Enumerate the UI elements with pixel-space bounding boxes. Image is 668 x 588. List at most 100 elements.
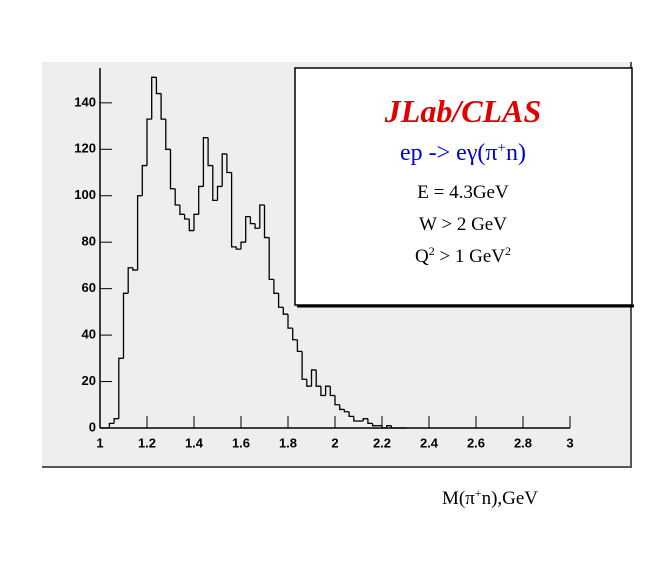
histogram-bin (188, 218, 194, 232)
histogram-bin (216, 185, 223, 201)
histogram-bin (198, 185, 204, 215)
histogram-bin (207, 137, 213, 167)
histogram-bin (381, 425, 387, 429)
legend-line: W > 2 GeV (419, 214, 507, 235)
text-part: M(π (442, 488, 475, 509)
histogram-bin (202, 137, 209, 187)
histogram-bin (165, 119, 171, 150)
x-tick-label: 2.6 (467, 435, 485, 450)
histogram-bin (127, 267, 133, 294)
histogram-bin (343, 409, 350, 413)
x-tick-label: 1.2 (138, 435, 156, 450)
histogram-bin (353, 416, 359, 422)
histogram-bin (254, 223, 260, 229)
histogram-bin (113, 418, 119, 424)
text-part: W > 2 GeV (419, 214, 507, 235)
x-tick-label: 1.4 (185, 435, 204, 450)
superscript: + (498, 140, 506, 156)
histogram-bin (268, 237, 274, 281)
x-tick-label: 2 (331, 435, 338, 450)
x-tick-label: 2.8 (514, 435, 532, 450)
x-tick-label: 2.4 (420, 435, 439, 450)
text-part: > 1 GeV (435, 246, 506, 267)
x-axis-label: M(π+n),GeV (442, 486, 538, 509)
histogram-bin (287, 314, 293, 329)
x-tick-label: 2.2 (373, 435, 391, 450)
histogram-bin (155, 77, 162, 95)
y-tick-label: 100 (74, 187, 96, 202)
y-tick-label: 40 (82, 327, 96, 342)
histogram-bin (315, 369, 321, 387)
histogram-bin (122, 292, 129, 359)
histogram-bin (174, 188, 180, 206)
histogram-bin (348, 411, 354, 418)
superscript: 2 (505, 244, 511, 258)
histogram-bin (386, 425, 392, 428)
histogram-bin (292, 328, 298, 341)
y-tick-label: 120 (74, 141, 96, 156)
histogram-bin (235, 246, 241, 250)
text-part: ep -> eγ(π (400, 140, 498, 166)
histogram-bin (230, 172, 237, 248)
histogram-bin (259, 204, 265, 229)
legend-line: Q2 > 1 GeV2 (415, 244, 511, 267)
histogram-bin (329, 386, 335, 397)
y-tick-label: 20 (82, 373, 96, 388)
histogram-bin (151, 76, 157, 120)
histogram-bin (160, 93, 166, 120)
histogram-bin (277, 293, 284, 308)
text-part: n) (506, 140, 526, 166)
histogram-bin (301, 351, 307, 380)
y-tick-label: 80 (82, 234, 96, 249)
x-tick-label: 3 (566, 435, 573, 450)
legend-reaction: ep -> eγ(π+n) (400, 140, 526, 166)
x-tick-label: 1.8 (279, 435, 297, 450)
histogram-bin (183, 214, 190, 220)
text-part: E = 4.3GeV (417, 182, 509, 203)
histogram-bin (245, 215, 251, 243)
histogram-bin (263, 205, 270, 239)
histogram-bin (390, 425, 397, 429)
histogram-bin (282, 307, 288, 315)
histogram-bin (226, 153, 232, 174)
histogram-bin (367, 418, 373, 425)
histogram-bin (132, 267, 138, 271)
histogram-bin (273, 279, 279, 294)
histogram-bin (136, 195, 143, 271)
legend-title: JLab/CLAS (384, 93, 541, 129)
histogram-bin (108, 422, 115, 428)
histogram-bin (320, 386, 326, 397)
histogram-bin (371, 423, 378, 427)
histogram-bin (169, 149, 176, 190)
histogram-bin (221, 153, 227, 187)
plot-area: 0 20 40 60 80 100 120 140 1 1.2 1.4 1.6 1.8 2 2.2 2.4 2.… (74, 68, 574, 450)
superscript: 2 (429, 244, 435, 258)
histogram-bin (362, 418, 368, 422)
text-part: Q (415, 246, 429, 267)
histogram-bin (249, 216, 256, 225)
histogram-bin (310, 369, 317, 387)
y-tick-label: 140 (74, 94, 96, 109)
x-tick-label: 1 (96, 435, 103, 450)
y-tick-label: 0 (89, 419, 96, 434)
x-tick-label: 1.6 (232, 435, 250, 450)
histogram-bin (212, 165, 218, 202)
histogram-bin (306, 379, 312, 387)
legend-box (294, 67, 633, 306)
histogram-bin (193, 213, 199, 231)
histogram-bin (339, 404, 345, 411)
histogram-bin (296, 339, 303, 353)
histogram-bin (324, 385, 331, 396)
histogram-bin (146, 118, 152, 166)
superscript: + (475, 486, 482, 500)
y-tick-label: 60 (82, 280, 96, 295)
histogram-bin (179, 205, 185, 215)
text-part: n),GeV (482, 488, 539, 509)
histogram-bin (141, 164, 147, 196)
histogram-bin (118, 357, 124, 419)
histogram-bin (334, 395, 340, 406)
histogram-bin (240, 241, 246, 250)
legend-line: E = 4.3GeV (417, 182, 509, 203)
